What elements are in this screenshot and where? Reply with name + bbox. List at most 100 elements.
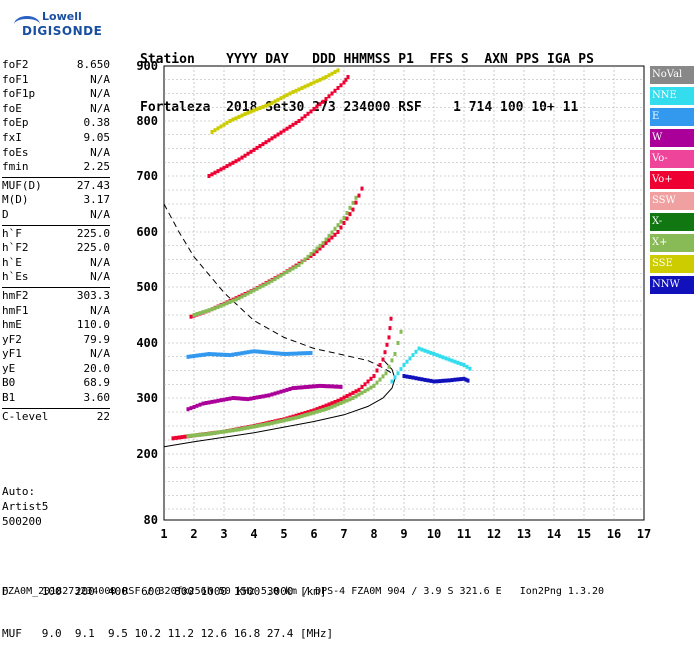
echo-point [267, 138, 271, 143]
echo-point [225, 397, 229, 402]
echo-point [339, 83, 343, 88]
echo-point [285, 417, 289, 422]
echo-point [198, 353, 202, 358]
echo-point [270, 421, 274, 426]
echo-point [312, 252, 316, 256]
echo-point [378, 363, 382, 367]
legend-item: NNW [650, 276, 694, 294]
echo-point [324, 407, 328, 411]
echo-point [387, 364, 391, 369]
echo-point [381, 357, 385, 362]
echo-point [276, 97, 280, 102]
echo-point [381, 374, 385, 379]
legend-item: SSW [650, 192, 694, 210]
echo-point [234, 427, 238, 432]
param-name: foEs [2, 145, 29, 159]
echo-point [390, 379, 394, 384]
echo-point [351, 396, 355, 400]
echo-point [345, 394, 349, 398]
x-tick-label: 16 [607, 527, 621, 541]
echo-point [264, 140, 268, 145]
echo-point [414, 349, 418, 354]
echo-point [333, 400, 337, 404]
echo-point [339, 219, 343, 224]
echo-point [270, 100, 274, 105]
echo-point [246, 397, 250, 402]
echo-point [309, 384, 313, 389]
echo-point [462, 363, 466, 367]
echo-point [330, 384, 334, 389]
param-row: hmE 110.0 [2, 318, 110, 333]
echo-point [171, 436, 175, 441]
echo-point [444, 378, 448, 383]
echo-point [464, 377, 468, 382]
echo-point [375, 368, 379, 373]
echo-point [453, 359, 457, 364]
x-tick-label: 12 [487, 527, 501, 541]
echo-point [342, 395, 346, 400]
param-value: 9.05 [83, 130, 111, 144]
echo-point [216, 352, 220, 357]
echo-point [318, 405, 322, 410]
echo-point [303, 351, 307, 356]
echo-point [174, 435, 178, 440]
echo-point [261, 142, 265, 147]
echo-point [333, 226, 337, 231]
echo-point [240, 396, 244, 401]
echo-point [441, 355, 445, 360]
echo-point [216, 430, 220, 435]
echo-point [279, 389, 283, 394]
echo-point [453, 377, 457, 382]
echo-point [321, 243, 325, 248]
legend-item: X+ [650, 234, 694, 252]
echo-point [237, 396, 241, 401]
echo-point [240, 155, 244, 160]
echo-point [231, 117, 235, 122]
echo-point [204, 432, 208, 437]
echo-point [207, 308, 211, 313]
echo-point [411, 353, 415, 358]
echo-point [219, 398, 223, 403]
param-value: N/A [90, 207, 110, 221]
echo-point [318, 246, 322, 251]
echo-point [192, 405, 196, 409]
echo-point [405, 374, 409, 379]
echo-point [255, 395, 259, 400]
echo-point [357, 392, 361, 397]
param-row: foEp 0.38 [2, 116, 110, 131]
echo-point [219, 124, 223, 129]
echo-point [303, 385, 307, 390]
x-tick-label: 13 [517, 527, 531, 541]
x-tick-label: 7 [340, 527, 347, 541]
echo-point [441, 378, 445, 383]
echo-point [312, 408, 316, 413]
echo-point [300, 351, 304, 356]
echo-point [333, 232, 337, 237]
x-tick-label: 5 [280, 527, 287, 541]
echo-point [408, 356, 412, 361]
param-separator [2, 407, 110, 409]
echo-point [387, 335, 391, 340]
echo-point [348, 392, 352, 397]
echo-point [237, 114, 241, 119]
echo-point [450, 358, 454, 363]
echo-point [297, 87, 301, 92]
echo-point [297, 119, 301, 123]
param-row: foEs N/A [2, 146, 110, 161]
param-row: D N/A [2, 208, 110, 223]
echo-point [225, 301, 229, 306]
echo-point [333, 403, 337, 408]
echo-point [330, 71, 334, 76]
param-name: h`E [2, 255, 22, 269]
echo-point [195, 353, 199, 358]
echo-point [213, 128, 217, 133]
echo-point [246, 291, 250, 296]
echo-point [294, 385, 298, 390]
echo-point [306, 384, 310, 389]
echo-point [450, 378, 454, 383]
echo-point [231, 352, 235, 357]
echo-point [303, 257, 307, 262]
echo-point [225, 120, 229, 125]
echo-point [243, 426, 247, 431]
legend-item: W [650, 129, 694, 147]
